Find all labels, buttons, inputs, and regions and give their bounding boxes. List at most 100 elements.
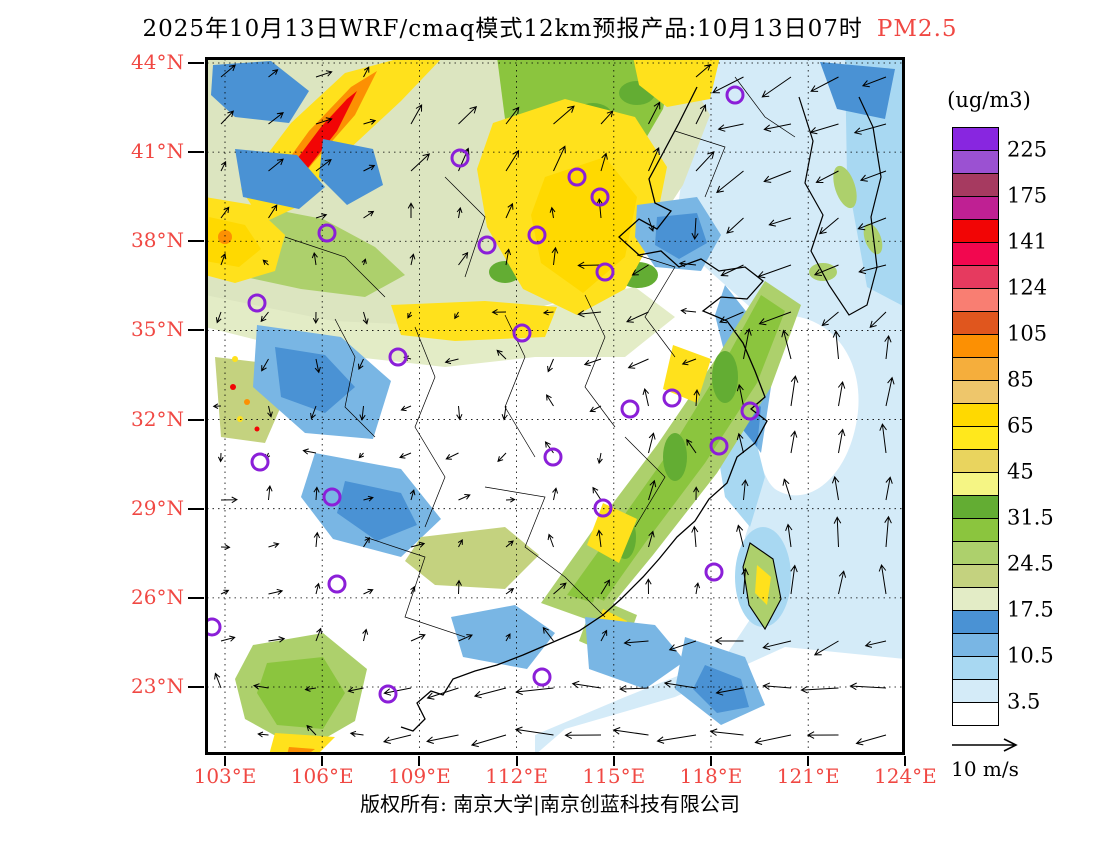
city-marker xyxy=(543,447,563,467)
lon-tick-mark xyxy=(515,756,518,766)
legend-color-box xyxy=(952,311,999,335)
sea-pale-blue xyxy=(535,57,905,755)
lon-tick-label: 109°E xyxy=(388,764,451,788)
lat-tick-mark xyxy=(188,329,204,332)
city-marker xyxy=(450,148,470,168)
city-marker xyxy=(378,684,398,704)
japan-island-green xyxy=(833,165,857,209)
lon-tick-mark xyxy=(418,756,421,766)
city-marker xyxy=(477,235,497,255)
city-marker xyxy=(567,167,587,187)
lat-tick-label: 38°N xyxy=(131,228,184,253)
legend-color-box xyxy=(952,380,999,404)
legend-tick-label: 10.5 xyxy=(1007,643,1054,668)
legend-color-box xyxy=(952,265,999,289)
legend-color-box xyxy=(952,541,999,565)
legend-color-box xyxy=(952,587,999,611)
lat-tick-label: 41°N xyxy=(131,139,184,164)
coastline-taiwan xyxy=(742,542,782,631)
city-marker xyxy=(704,562,724,582)
legend-tick-label: 45 xyxy=(1007,459,1034,484)
city-marker xyxy=(620,399,640,419)
sea-blue-top-right xyxy=(820,62,895,119)
wind-vectors xyxy=(212,64,895,748)
legend-color-box xyxy=(952,702,999,726)
legend-tick-label: 85 xyxy=(1007,367,1034,392)
taiwan-yellow-core xyxy=(755,565,771,605)
legend-color-box xyxy=(952,219,999,243)
blue-top-left-1 xyxy=(211,61,309,123)
city-marker xyxy=(590,187,610,207)
legend-color-box xyxy=(952,426,999,450)
lon-tick-mark xyxy=(612,756,615,766)
sichuan-speck xyxy=(254,426,260,432)
south-blue-2 xyxy=(585,617,685,689)
lon-tick-label: 106°E xyxy=(290,764,354,788)
lon-tick-label: 118°E xyxy=(679,764,743,788)
legend-color-box xyxy=(952,449,999,473)
legend-tick-label: 31.5 xyxy=(1007,505,1054,530)
legend-units: (ug/m3) xyxy=(947,88,1031,112)
yunnan-green-core xyxy=(257,657,345,729)
legend-tick-label: 17.5 xyxy=(1007,597,1054,622)
bohai-blue-core xyxy=(655,213,707,259)
legend-color-box xyxy=(952,656,999,680)
city-marker xyxy=(593,498,613,518)
lat-tick-mark xyxy=(188,418,204,421)
coastline-korea xyxy=(798,96,882,316)
streak-red xyxy=(285,91,357,183)
lat-tick-label: 29°N xyxy=(131,495,184,520)
legend-color-box xyxy=(952,495,999,519)
city-marker xyxy=(250,452,270,472)
lon-tick-label: 103°E xyxy=(193,764,257,788)
sichuan-blue-1-core xyxy=(275,347,355,413)
legend-color-box xyxy=(952,679,999,703)
legend-tick-label: 175 xyxy=(1007,183,1048,208)
legend-color-box xyxy=(952,564,999,588)
sichuan-speck xyxy=(230,384,236,390)
legend-tick-label: 3.5 xyxy=(1007,689,1041,714)
sichuan-speck xyxy=(244,399,250,405)
lon-tick-mark xyxy=(321,756,324,766)
city-marker xyxy=(532,667,552,687)
legend-color-box xyxy=(952,127,999,151)
legend-color-box xyxy=(952,150,999,174)
ne-corner-yellow xyxy=(633,57,720,107)
coastline-china xyxy=(400,86,768,732)
sichuan-blue-2-core xyxy=(337,481,417,541)
wind-scale-arrow xyxy=(948,736,1026,756)
sea-band-ne xyxy=(845,57,905,307)
city-marker xyxy=(662,388,682,408)
forecast-map xyxy=(202,57,906,755)
legend-color-box xyxy=(952,288,999,312)
boundaries xyxy=(284,76,882,732)
west-orange-spot xyxy=(218,230,232,244)
lat-tick-label: 32°N xyxy=(131,406,184,431)
lon-tick-label: 115°E xyxy=(582,764,646,788)
lat-tick-mark xyxy=(188,685,204,688)
page-title: 2025年10月13日WRF/cmaq模式12km预报产品:10月13日07时 P… xyxy=(0,9,1100,43)
legend-color-box xyxy=(952,334,999,358)
sichuan-speck xyxy=(237,416,243,422)
hunan-olive-patch xyxy=(405,527,539,589)
province-borders xyxy=(284,76,796,638)
city-marker xyxy=(595,262,615,282)
lon-tick-label: 112°E xyxy=(485,764,548,788)
japan-island-green xyxy=(863,223,883,255)
legend-color-box xyxy=(952,357,999,381)
reference-arrow-icon xyxy=(952,738,1018,752)
lat-tick-mark xyxy=(188,507,204,510)
lat-tick-mark xyxy=(188,596,204,599)
lat-tick-label: 44°N xyxy=(131,50,184,75)
korea-south-green xyxy=(809,263,837,281)
city-marker xyxy=(512,323,532,343)
city-marker xyxy=(327,574,347,594)
legend-color-box xyxy=(952,403,999,427)
lat-tick-label: 23°N xyxy=(131,674,184,699)
legend-tick-label: 65 xyxy=(1007,413,1034,438)
legend-color-box xyxy=(952,173,999,197)
lon-tick-label: 121°E xyxy=(776,764,840,788)
blue-top-left-2 xyxy=(235,149,325,209)
blue-shanxi xyxy=(319,139,383,205)
lat-tick-mark xyxy=(188,62,204,64)
